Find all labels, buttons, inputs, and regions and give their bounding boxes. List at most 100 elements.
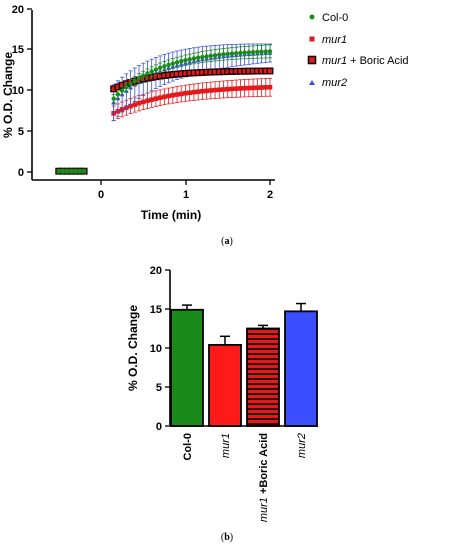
panel-a-label-open: ( [221,236,225,247]
mur1-data-point [225,86,231,92]
legend-marker-mur1-boric-acid [307,55,317,65]
panel-b-y-tick-label: 20 [150,265,162,277]
panel-a-y-tick-label: 10 [12,85,24,97]
panel-b-category-label-mur1-boric-acid-rest: +Boric Acid [258,433,270,497]
panel-b-category-label-mur1: mur1 [220,433,232,458]
mur1-data-point [195,89,201,95]
mur1-data-point [153,96,159,101]
panel-b-y-tick-label: 15 [150,304,162,316]
mur1-data-point [229,86,235,92]
col-0-data-point [255,49,260,55]
mur1-data-point [204,88,209,94]
panel-a-label: (a) [221,236,233,247]
col-0-data-point [136,75,142,81]
panel-a-legend: Col-0 mur1 mur1 + Boric Acid mur2 [307,12,409,89]
col-0-data-point [157,65,163,71]
panel-a-y-tick-label: 0 [18,167,24,179]
mur1-data-point [183,90,188,96]
mur1-data-point [208,88,214,93]
mur1-data-point [149,97,154,102]
panel-a-y-tick-label: 5 [18,126,24,138]
col-0-data-point [238,50,243,56]
col-0-bar [170,308,204,427]
col-0-data-point [200,54,205,60]
panel-b-category-labels: Col-0 mur1 mur1 +Boric Acid mur2 [182,433,308,522]
panel-a-x-tick-label: 0 [98,189,104,201]
mur1-data-point [259,85,264,90]
panel-b-category-label-mur2: mur2 [296,433,308,458]
col-0-data-point [242,50,247,55]
mur1-data-point [170,92,176,98]
legend-marker-col0 [309,14,315,20]
mur1-data-point [263,85,269,90]
panel-a-data-marks [55,43,274,175]
panel-a-x-tick-label: 2 [267,189,273,201]
mur1-data-point [200,88,205,94]
col-0-data-point [162,64,167,69]
legend-label-mur2: mur2 [322,77,347,89]
col-0-data-point [145,71,150,76]
panel-a-y-tick-label: 20 [12,4,24,16]
mur2-bar [284,310,318,427]
col-0-data-point [77,168,83,174]
mur1-boric-acid-bar [246,327,280,427]
mur1-data-point [267,84,273,90]
panel-b-category-label-mur1-text: mur1 [220,433,232,458]
panel-b-y-axis-title: % O.D. Change [126,305,140,391]
col-0-data-point [56,168,61,174]
panel-b-y-tick-label: 0 [156,421,162,433]
mur1-data-point [128,103,133,109]
panel-b-category-label-mur1-boric-acid: mur1 +Boric Acid [258,433,270,522]
mur1-data-point [187,90,193,96]
col-0-data-point [263,49,268,54]
legend-label-mur1-boric-acid: mur1 + Boric Acid [322,55,409,67]
panel-a-x-ticks: 0 1 2 [98,180,273,201]
col-0-data-point [183,58,188,63]
col-0-data-point [166,62,171,68]
col-0-data-point [65,168,70,174]
panel-b-data-marks [170,302,318,427]
panel-b-label: (b) [221,532,233,543]
panel-b-label-open: ( [221,532,225,543]
legend-marker-mur2 [309,80,315,85]
legend-label-mur1: mur1 [322,34,347,46]
col-0-data-point [149,69,154,74]
panel-a-label-close: ) [230,236,233,247]
panel-a-x-axis-title: Time (min) [141,208,201,222]
mur1-data-point [140,99,146,105]
mur1-data-point [162,94,167,100]
panel-a-y-tick-label: 15 [12,44,24,56]
mur1-data-point [191,89,197,95]
col-0-data-point [259,49,264,54]
col-0-data-point [111,96,116,101]
col-0-data-point [141,73,146,78]
col-0-data-point [174,60,180,65]
mur1-bar [208,343,242,427]
col-0-data-point [115,92,121,97]
mur1-data-point [132,102,138,107]
panel-b-category-label-mur2-text: mur2 [296,433,308,458]
mur1-data-point [212,87,218,93]
panel-b-y-tick-label: 5 [156,382,162,394]
col-0-data-point [153,67,159,72]
panel-b-y-ticks: 0 5 10 15 20 [150,265,170,433]
col-0-data-point [217,52,222,57]
col-0-data-point [234,51,239,56]
col-0-data-point [204,54,209,59]
col-0-data-point [73,168,78,174]
mur1-data-point [157,95,163,100]
col-0-data-point [267,49,273,54]
legend-label-mur2-text: mur2 [322,77,347,89]
mur1-data-point [233,86,239,91]
panel-b-label-letter: b [224,532,230,543]
col-0-data-point [191,56,197,61]
mur1-data-point [250,85,256,91]
col-0-data-point [128,81,133,87]
col-0-data-point [119,88,125,93]
col-0-data-point [69,168,74,174]
mur1-data-point [238,86,243,91]
panel-a-label-letter: a [225,236,230,247]
panel-b-chart: 0 5 10 15 20 % O.D. Change Col-0 mur1 mu… [126,265,318,543]
panel-a-x-tick-label: 1 [183,189,189,201]
